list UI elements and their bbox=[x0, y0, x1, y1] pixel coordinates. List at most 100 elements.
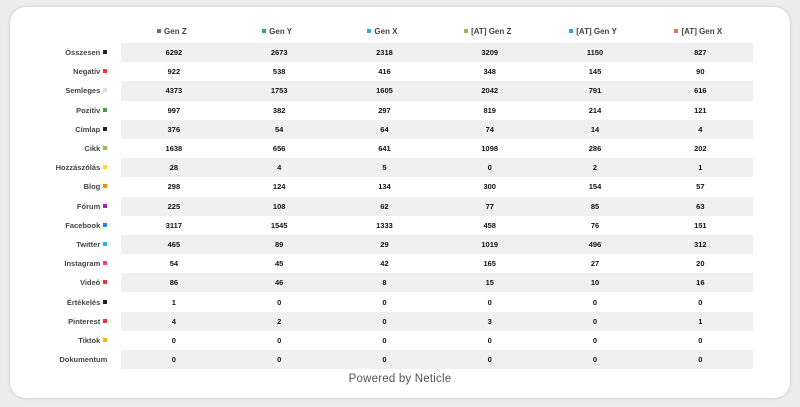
table-row: Pozitív 997 382 297 819 214 121 bbox=[18, 100, 753, 120]
table-row: Tiktok 0 0 0 0 0 0 bbox=[18, 330, 753, 350]
column-header-label: Gen X bbox=[374, 26, 398, 36]
table-cell: 28 bbox=[121, 158, 227, 178]
table-cell: 416 bbox=[378, 67, 391, 77]
table-row: Negatív 922 538 416 348 145 90 bbox=[18, 62, 753, 82]
powered-by-footer: Powered by Neticle bbox=[348, 373, 452, 385]
table-cell: 214 bbox=[588, 105, 602, 115]
table-cell: 1150 bbox=[542, 43, 648, 63]
results-card: Gen Z Gen Y Gen X [AT] Gen Z [AT] Gen Y [AT] … bbox=[10, 7, 790, 398]
row-header-dokumentum: Dokumentum bbox=[18, 350, 122, 370]
row-header-forum: Fórum bbox=[18, 196, 122, 216]
legend-square-icon bbox=[464, 28, 469, 33]
column-header-at-gen-z: [AT] Gen Z bbox=[437, 19, 542, 43]
data-table: Gen Z Gen Y Gen X [AT] Gen Z [AT] Gen Y [AT] … bbox=[18, 19, 753, 370]
row-label: Pinterest bbox=[68, 316, 101, 326]
table-cell: 85 bbox=[542, 196, 648, 216]
legend-square-icon bbox=[103, 241, 108, 246]
table-row: Facebook 3117 1545 1333 458 76 151 bbox=[18, 215, 753, 235]
table-cell: 0 bbox=[698, 335, 703, 345]
table-cell: 922 bbox=[167, 67, 181, 77]
row-header-twitter: Twitter bbox=[18, 234, 122, 255]
table-cell: 64 bbox=[331, 119, 438, 139]
row-header-ertekeles: Értékelés bbox=[18, 292, 122, 312]
table-cell: 121 bbox=[694, 105, 707, 115]
table-cell: 616 bbox=[647, 81, 753, 101]
row-label: Cikk bbox=[84, 144, 101, 154]
table-cell: 2673 bbox=[226, 43, 332, 63]
table-cell: 458 bbox=[483, 220, 496, 230]
table-header-row: Gen Z Gen Y Gen X [AT] Gen Z [AT] Gen Y [AT] … bbox=[18, 19, 753, 43]
table-cell: 0 bbox=[331, 311, 438, 331]
table-cell: 2318 bbox=[331, 43, 438, 63]
table-cell: 0 bbox=[487, 297, 492, 307]
legend-square-icon bbox=[157, 28, 162, 33]
legend-square-icon bbox=[103, 337, 108, 342]
row-label: Hozzászólás bbox=[55, 163, 101, 173]
table-cell: 997 bbox=[167, 105, 181, 115]
table-cell: 2 bbox=[226, 311, 332, 331]
row-label: Videó bbox=[79, 278, 101, 288]
table-cell: 300 bbox=[483, 182, 496, 192]
column-header-content: [AT] Gen X bbox=[674, 27, 722, 36]
row-label: Negatív bbox=[73, 67, 101, 77]
table-cell: 0 bbox=[698, 297, 703, 307]
table-cell: 154 bbox=[588, 182, 602, 192]
column-header-content: [AT] Gen Z bbox=[464, 27, 511, 36]
table-cell: 0 bbox=[592, 335, 598, 345]
table-row: Pinterest 4 2 0 3 0 1 bbox=[18, 311, 753, 331]
table-cell: 0 bbox=[592, 297, 598, 307]
table-cell: 0 bbox=[382, 297, 387, 307]
table-cell: 1333 bbox=[376, 220, 393, 230]
row-label: Dokumentum bbox=[59, 355, 108, 365]
table-row: Blog 298 124 134 300 154 57 bbox=[18, 177, 753, 197]
column-header-label: [AT] Gen Z bbox=[471, 26, 512, 36]
row-header-osszesen: Összesen bbox=[18, 43, 122, 63]
table-row: Videó 86 46 8 15 10 16 bbox=[18, 273, 753, 293]
table-cell: 145 bbox=[588, 67, 602, 77]
table-cell: 15 bbox=[437, 273, 543, 293]
table-cell: 1605 bbox=[331, 81, 438, 101]
table-row: Címlap 376 54 64 74 14 4 bbox=[18, 119, 753, 139]
table-cell: 0 bbox=[437, 158, 543, 178]
table-cell: 45 bbox=[275, 259, 284, 269]
table-cell: 0 bbox=[382, 335, 387, 345]
table-cell: 63 bbox=[647, 196, 753, 216]
table-cell: 89 bbox=[226, 234, 332, 255]
table-row: Twitter 465 89 29 1019 496 312 bbox=[18, 234, 753, 255]
legend-square-icon bbox=[103, 165, 108, 170]
legend-square-icon bbox=[103, 261, 108, 266]
row-label: Pozitív bbox=[76, 105, 101, 115]
table-cell: 312 bbox=[647, 234, 753, 255]
row-label: Összesen bbox=[65, 48, 101, 58]
row-header-semleges: Semleges bbox=[18, 81, 122, 101]
column-header-gen-z: Gen Z bbox=[121, 19, 226, 43]
table-cell: 0 bbox=[331, 350, 438, 370]
table-cell: 151 bbox=[694, 220, 707, 230]
table-cell: 57 bbox=[696, 182, 705, 192]
table-cell: 827 bbox=[647, 43, 753, 63]
legend-square-icon bbox=[103, 203, 108, 208]
row-header-cikk: Cikk bbox=[18, 138, 122, 159]
table-cell: 496 bbox=[542, 234, 648, 255]
table-cell: 1 bbox=[647, 311, 753, 331]
table-cell: 2 bbox=[542, 158, 648, 178]
table-cell: 46 bbox=[226, 273, 332, 293]
corner-cell bbox=[18, 19, 121, 43]
legend-square-icon bbox=[103, 299, 108, 304]
table-cell: 0 bbox=[487, 335, 492, 345]
table-cell: 0 bbox=[171, 335, 176, 345]
legend-square-icon bbox=[103, 146, 108, 151]
table-cell: 86 bbox=[121, 273, 227, 293]
table-cell: 286 bbox=[588, 144, 602, 154]
table-row: Semleges 4373 1753 1605 2042 791 616 bbox=[18, 81, 753, 101]
row-header-hozzaszolas: Hozzászólás bbox=[18, 158, 122, 178]
table-cell: 90 bbox=[696, 67, 705, 77]
table-cell: 1098 bbox=[481, 144, 499, 154]
legend-square-icon bbox=[103, 50, 108, 55]
row-header-pinterest: Pinterest bbox=[18, 311, 122, 331]
table-cell: 1019 bbox=[437, 234, 543, 255]
table-cell: 225 bbox=[121, 196, 227, 216]
table-cell: 165 bbox=[483, 259, 496, 269]
table-cell: 76 bbox=[590, 220, 600, 230]
row-header-blog: Blog bbox=[18, 177, 122, 197]
